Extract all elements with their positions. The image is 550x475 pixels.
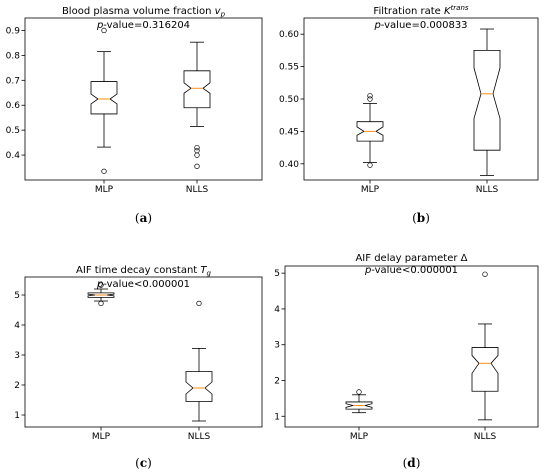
axes-frame <box>24 276 263 428</box>
y-tick-label: 5 <box>14 291 20 301</box>
y-tick-label: 4 <box>14 321 20 331</box>
outlier-point <box>101 168 107 174</box>
x-tick-label: NLLS <box>476 185 499 195</box>
box-body <box>471 347 499 392</box>
p-value-label: p-value<0.000001 <box>96 279 190 290</box>
y-tick-label: 0.4 <box>6 151 21 161</box>
title-symbol: K <box>441 6 452 17</box>
chart-title-text: Filtration rate <box>373 6 440 17</box>
box-body <box>345 401 373 410</box>
p-value-text: -value<0.000001 <box>103 279 190 290</box>
box-mlp <box>87 282 115 307</box>
p-value-prefix: p <box>96 279 103 290</box>
outlier-point <box>101 27 107 34</box>
y-tick-label: 0.5 <box>6 126 20 136</box>
outlier-point <box>356 389 362 395</box>
outlier-point <box>98 282 104 288</box>
y-tick-label: 0.40 <box>279 160 299 170</box>
panel-caption: (c) <box>135 456 152 470</box>
p-value-prefix: p <box>373 20 380 31</box>
box-body <box>183 70 211 109</box>
title-symbol: T <box>197 265 207 276</box>
box-mlp <box>90 27 118 174</box>
x-tick-label: MLP <box>350 432 369 442</box>
y-tick-label: 0.60 <box>279 30 299 40</box>
y-tick-label: 3 <box>274 341 280 351</box>
outlier-point <box>194 147 200 154</box>
title-subscript: p <box>220 11 226 19</box>
panel-3: AIF delay parameter Δp-value<0.000001 1 2 3… <box>274 253 539 470</box>
p-value-text: -value<0.000001 <box>371 265 458 276</box>
outlier-point <box>194 144 200 151</box>
box-body <box>356 121 384 142</box>
x-tick-label: MLP <box>95 185 114 195</box>
axes-frame <box>284 265 539 428</box>
box-body <box>185 371 213 402</box>
outlier-point <box>482 271 488 277</box>
y-tick-label: 5 <box>274 269 280 279</box>
y-tick-label: 1 <box>274 412 280 422</box>
box-mlp <box>356 93 384 168</box>
chart-title: AIF time decay constant Tg <box>76 265 211 278</box>
box-nlls <box>183 41 211 169</box>
y-tick-label: 0.8 <box>6 51 21 61</box>
box-nlls <box>185 300 213 422</box>
outlier-point <box>367 96 373 102</box>
p-value-prefix: p <box>96 20 103 31</box>
p-value-label: p-value=0.316204 <box>96 20 190 31</box>
title-symbol: v <box>212 6 222 17</box>
y-tick-label: 2 <box>14 381 20 391</box>
p-value-prefix: p <box>364 265 371 276</box>
x-tick-label: MLP <box>92 432 111 442</box>
panel-caption: (a) <box>135 211 152 225</box>
y-tick-label: 0.50 <box>279 95 299 105</box>
y-tick-label: 0.7 <box>6 76 20 86</box>
panel-0: Blood plasma volume fraction vpp-value=0… <box>6 6 263 225</box>
x-tick-label: NLLS <box>474 432 497 442</box>
y-tick-label: 1 <box>14 411 20 421</box>
x-tick-label: NLLS <box>188 432 211 442</box>
box-body <box>90 81 118 115</box>
box-body <box>473 50 501 151</box>
panel-caption: (b) <box>412 211 430 225</box>
outlier-point <box>194 152 200 158</box>
p-value-label: p-value<0.000001 <box>364 265 458 276</box>
outlier-point <box>367 162 373 168</box>
outlier-point <box>98 300 104 307</box>
x-tick-label: MLP <box>361 185 380 195</box>
axes-frame <box>24 17 263 181</box>
y-tick-label: 0.45 <box>279 127 299 137</box>
panel-caption: (d) <box>403 456 421 470</box>
chart-title: Blood plasma volume fraction vp <box>62 6 226 19</box>
box-nlls <box>473 28 501 176</box>
box-nlls <box>471 271 499 421</box>
outlier-point <box>367 93 373 99</box>
x-tick-label: NLLS <box>186 185 209 195</box>
p-value-label: p-value=0.000833 <box>373 20 467 31</box>
y-tick-label: 0.6 <box>6 101 21 111</box>
chart-title-text: AIF time decay constant <box>76 265 197 276</box>
p-value-text: -value=0.316204 <box>103 20 190 31</box>
panel-1: Filtration rate Ktrans p-value=0.000833 0.… <box>279 4 539 225</box>
box-mlp <box>345 389 373 414</box>
title-superscript: trans <box>451 4 469 12</box>
outlier-point <box>196 300 202 307</box>
chart-title-text: AIF delay parameter Δ <box>355 253 467 264</box>
y-tick-label: 3 <box>14 351 20 361</box>
box-body <box>87 292 115 298</box>
chart-title: Filtration rate Ktrans <box>373 4 468 17</box>
title-subscript: g <box>207 270 212 278</box>
p-value-text: -value=0.000833 <box>381 20 468 31</box>
y-tick-label: 0.55 <box>279 63 299 73</box>
panel-2: AIF time decay constant Tgp-value<0.0000… <box>14 265 263 470</box>
y-tick-label: 0.9 <box>6 26 21 36</box>
axes-frame <box>303 17 539 181</box>
chart-title: AIF delay parameter Δ <box>355 253 467 264</box>
outlier-point <box>194 163 200 169</box>
chart-title-text: Blood plasma volume fraction <box>62 6 212 17</box>
y-tick-label: 4 <box>274 305 280 315</box>
y-tick-label: 2 <box>274 376 280 386</box>
